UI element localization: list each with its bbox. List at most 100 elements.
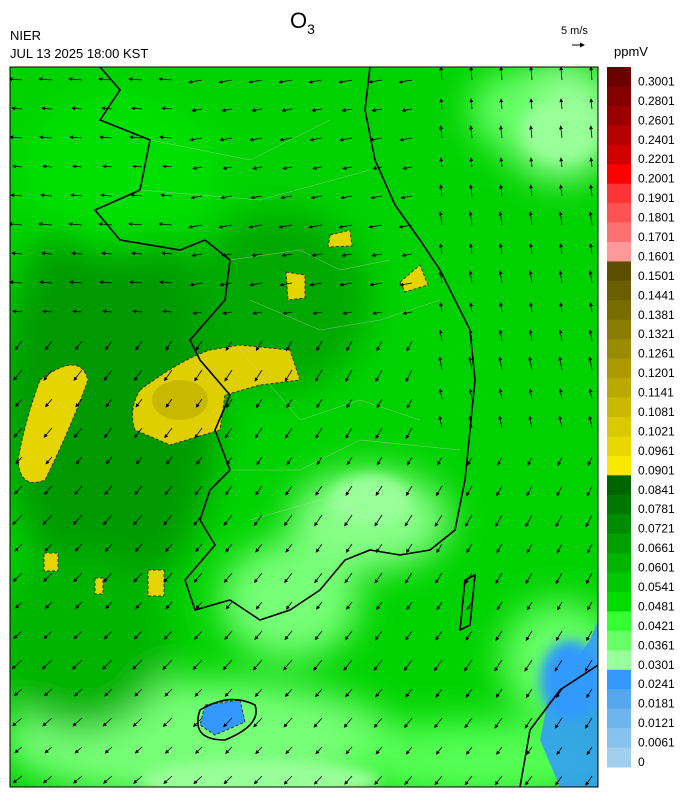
- wind-arrow: [10, 193, 23, 198]
- wind-arrow: [134, 485, 143, 496]
- wind-arrow: [192, 659, 203, 671]
- wind-arrow: [376, 456, 383, 466]
- wind-arrow: [10, 77, 23, 82]
- wind-arrow: [133, 514, 143, 526]
- wind-arrow: [589, 98, 594, 110]
- wind-arrow: [468, 211, 473, 226]
- wind-arrow: [255, 485, 263, 496]
- wind-arrow: [279, 137, 293, 142]
- wind-arrow: [469, 125, 474, 139]
- colorbar-label: 0.0661: [638, 541, 675, 555]
- wind-arrow: [404, 572, 413, 584]
- agency: NIER: [10, 28, 41, 43]
- wind-arrow: [254, 688, 263, 697]
- wind-arrow: [588, 415, 593, 429]
- wind-arrow: [103, 630, 113, 640]
- wind-arrow: [529, 157, 534, 168]
- wind-arrow: [469, 243, 473, 255]
- wind-arrow: [497, 456, 503, 466]
- wind-arrow: [465, 572, 473, 584]
- wind-arrow: [404, 775, 413, 786]
- wind-arrow: [103, 572, 113, 583]
- wind-arrow: [315, 746, 323, 755]
- wind-arrow: [72, 514, 83, 526]
- wind-arrow: [224, 485, 233, 496]
- wind-arrow: [39, 135, 53, 140]
- colorbar-label: 0.0841: [638, 483, 675, 497]
- wind-arrow: [439, 184, 443, 197]
- wind-arrow: [10, 280, 23, 285]
- colorbar-label: 0.1801: [638, 211, 675, 225]
- wind-arrow: [346, 456, 353, 466]
- wind-arrow: [72, 309, 83, 314]
- wind-arrow: [72, 164, 83, 169]
- wind-arrow: [558, 329, 563, 342]
- wind-arrow: [344, 630, 353, 641]
- wind-arrow: [554, 659, 563, 672]
- wind-arrow: [195, 340, 203, 351]
- colorbar-label: 0.1141: [638, 386, 674, 400]
- wind-arrow: [12, 572, 23, 582]
- wind-arrow: [223, 775, 233, 785]
- wind-arrow: [346, 398, 353, 409]
- wind-arrow: [496, 543, 503, 554]
- wind-arrow: [494, 775, 503, 786]
- wind-arrow: [469, 302, 474, 313]
- wind-arrow: [315, 688, 323, 698]
- wind-arrow: [41, 251, 53, 256]
- wind-arrow: [586, 630, 593, 642]
- wind-arrow: [554, 717, 563, 729]
- wind-arrow: [406, 543, 413, 554]
- wind-arrow: [314, 369, 323, 382]
- wind-arrow: [312, 166, 323, 171]
- wind-arrow: [129, 280, 143, 285]
- wind-arrow: [252, 311, 263, 316]
- wind-arrow: [41, 106, 53, 111]
- wind-arrow: [375, 543, 383, 553]
- wind-arrow: [10, 135, 23, 140]
- colorbar-swatch: [607, 650, 631, 671]
- yellow-regions: [17, 229, 429, 597]
- wind-arrow: [338, 224, 353, 229]
- colorbar-swatch: [607, 242, 631, 262]
- wind-arrow: [103, 775, 113, 784]
- wind-arrow: [191, 253, 203, 258]
- wind-arrow: [13, 427, 23, 438]
- colorbar-swatch: [607, 280, 631, 301]
- wind-arrow: [464, 659, 473, 672]
- wind-arrow: [556, 485, 563, 497]
- wind-arrow: [558, 415, 563, 429]
- wind-arrow: [368, 79, 383, 84]
- wind-arrow: [195, 398, 203, 408]
- wind-arrow: [586, 746, 593, 756]
- wind-arrow: [44, 543, 53, 552]
- wind-arrow: [588, 270, 593, 284]
- wind-arrow: [161, 251, 173, 256]
- wind-arrow: [435, 630, 443, 641]
- colorbar-label: 0.1381: [638, 308, 675, 322]
- wind-arrow: [256, 456, 263, 466]
- wind-arrow: [433, 659, 443, 672]
- wind-arrow: [465, 630, 473, 641]
- wind-arrow: [589, 157, 594, 168]
- wind-arrow: [12, 514, 23, 525]
- wind-arrow: [375, 688, 383, 698]
- wind-arrow: [285, 746, 293, 755]
- wind-arrow: [585, 775, 593, 786]
- map: [10, 67, 598, 787]
- wind-arrow: [133, 775, 143, 784]
- wind-arrow: [99, 280, 113, 285]
- wind-arrow: [588, 356, 593, 371]
- wind-arrow: [499, 125, 504, 139]
- wind-arrow: [341, 108, 353, 113]
- wind-arrow: [526, 746, 533, 755]
- wind-arrow: [224, 369, 233, 382]
- wind-arrow: [254, 369, 263, 382]
- wind-arrow: [38, 77, 53, 82]
- wind-arrow: [495, 688, 503, 698]
- wind-arrow: [281, 108, 293, 113]
- wind-arrow: [464, 514, 473, 527]
- wind-arrow: [399, 282, 413, 287]
- wind-arrow: [72, 775, 83, 784]
- wind-arrow: [555, 572, 563, 585]
